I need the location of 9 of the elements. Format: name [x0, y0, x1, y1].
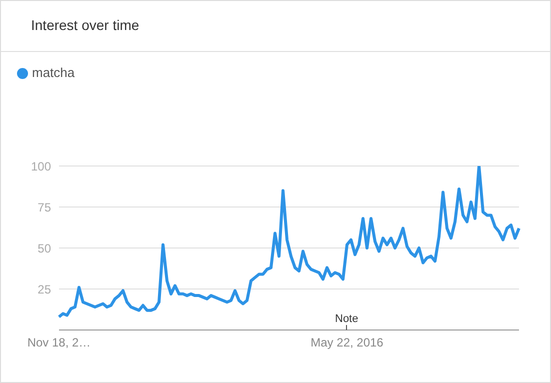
x-tick-label: Nov 18, 2… — [27, 336, 91, 350]
annotation: Note — [335, 313, 358, 327]
y-tick-label: 25 — [38, 282, 52, 296]
chart-title: Interest over time — [31, 17, 140, 33]
legend-label: matcha — [32, 65, 75, 80]
x-tick-label: May 22, 2016 — [310, 336, 384, 350]
y-tick-label: 100 — [30, 159, 52, 174]
y-tick-label: 50 — [38, 241, 52, 256]
y-tick-label: 75 — [38, 200, 52, 214]
